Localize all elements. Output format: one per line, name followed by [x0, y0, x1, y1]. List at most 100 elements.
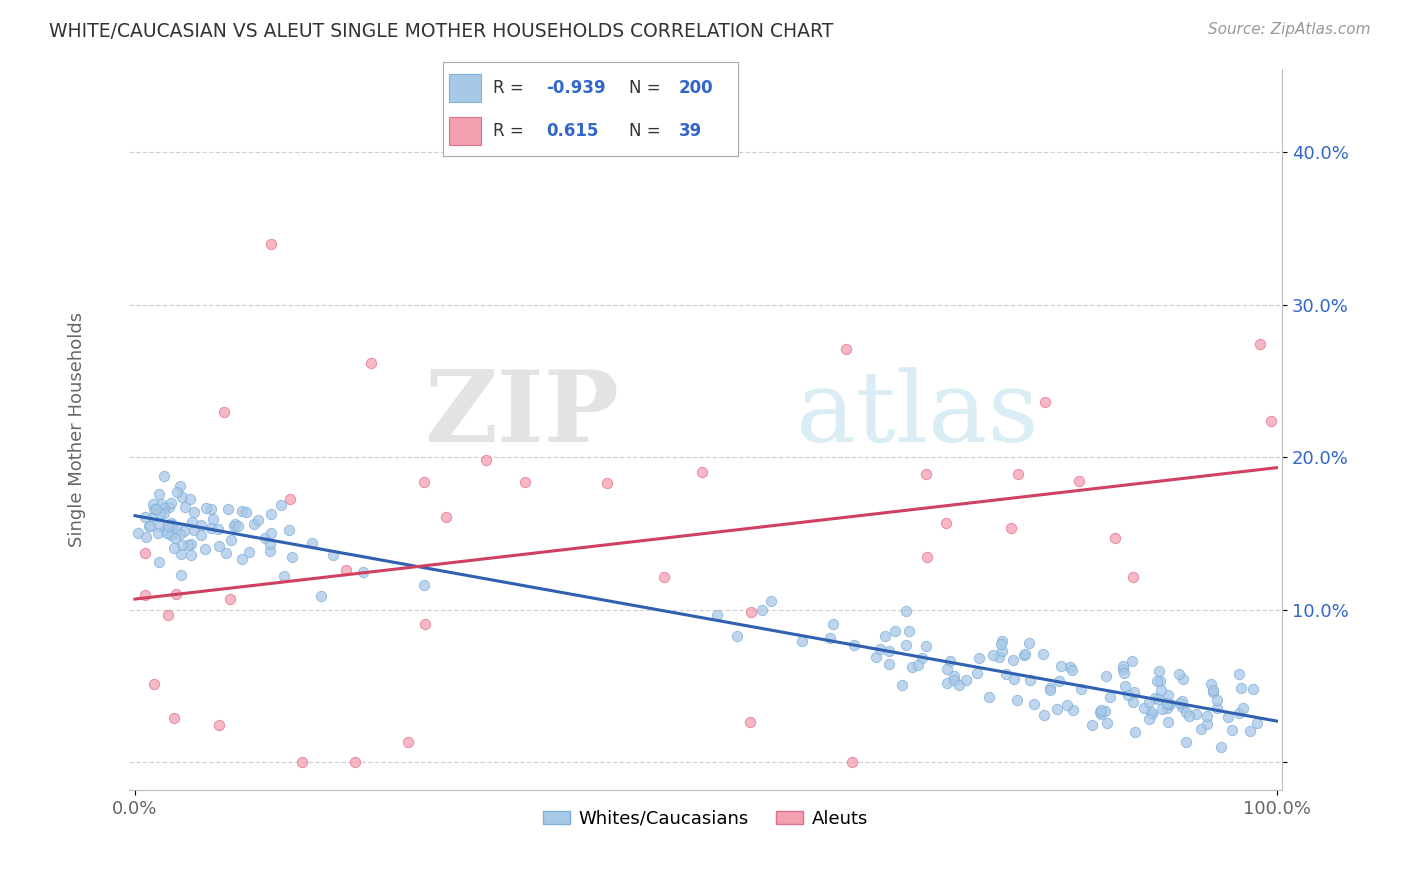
- Point: [991, 644, 1014, 658]
- Point: [153, 523, 176, 537]
- Point: [1220, 723, 1243, 737]
- Point: [153, 506, 176, 520]
- Point: [1227, 667, 1250, 681]
- Point: [955, 673, 977, 687]
- Point: [231, 504, 253, 518]
- Point: [190, 528, 212, 542]
- Point: [309, 589, 332, 603]
- Point: [1171, 693, 1194, 707]
- Point: [170, 490, 193, 504]
- Point: [277, 523, 299, 537]
- Point: [142, 509, 165, 524]
- Point: [157, 500, 180, 515]
- Point: [1150, 682, 1173, 697]
- Point: [215, 546, 238, 560]
- Point: [177, 538, 200, 552]
- Point: [224, 517, 246, 532]
- Point: [935, 516, 957, 531]
- Point: [1173, 672, 1195, 686]
- Point: [1175, 734, 1198, 748]
- Point: [134, 588, 156, 602]
- Point: [894, 638, 917, 652]
- Point: [1241, 682, 1264, 697]
- Point: [1090, 705, 1112, 719]
- Point: [170, 567, 193, 582]
- Point: [415, 617, 437, 632]
- Text: ZIP: ZIP: [425, 367, 619, 463]
- Point: [894, 604, 917, 618]
- Point: [138, 519, 160, 533]
- Point: [1157, 697, 1180, 711]
- Point: [259, 544, 281, 558]
- Point: [148, 525, 170, 540]
- Point: [967, 650, 990, 665]
- Point: [1005, 692, 1028, 706]
- Point: [1184, 706, 1206, 721]
- Point: [246, 513, 269, 527]
- Point: [1189, 723, 1212, 737]
- Point: [181, 515, 204, 529]
- Point: [1123, 725, 1146, 739]
- Point: [260, 237, 283, 252]
- Point: [1260, 413, 1282, 427]
- Point: [943, 669, 966, 683]
- Point: [1159, 697, 1181, 711]
- Text: N =: N =: [628, 78, 666, 96]
- Text: R =: R =: [494, 78, 529, 96]
- Point: [180, 548, 202, 562]
- Point: [1133, 700, 1156, 714]
- Point: [948, 678, 970, 692]
- Point: [281, 550, 304, 565]
- Point: [1202, 685, 1225, 699]
- Point: [149, 518, 172, 533]
- Point: [1199, 676, 1222, 690]
- Point: [170, 547, 193, 561]
- Point: [1060, 664, 1083, 678]
- Point: [740, 605, 762, 619]
- Point: [156, 525, 179, 540]
- Point: [1206, 693, 1229, 707]
- Point: [936, 662, 959, 676]
- Point: [360, 356, 382, 370]
- Point: [212, 405, 235, 419]
- Point: [291, 756, 314, 770]
- Point: [1018, 636, 1040, 650]
- Point: [1206, 701, 1229, 715]
- Point: [1022, 697, 1045, 711]
- Point: [163, 531, 186, 545]
- Point: [1122, 695, 1144, 709]
- Point: [1229, 681, 1251, 695]
- Point: [1202, 683, 1225, 698]
- Point: [1002, 672, 1025, 686]
- Point: [149, 497, 172, 511]
- Point: [141, 497, 163, 511]
- Point: [897, 624, 920, 639]
- Point: [434, 510, 457, 524]
- Point: [1000, 521, 1022, 535]
- Point: [195, 500, 218, 515]
- Point: [884, 624, 907, 638]
- Point: [939, 654, 962, 668]
- Point: [217, 502, 239, 516]
- Point: [260, 508, 283, 522]
- Text: Source: ZipAtlas.com: Source: ZipAtlas.com: [1208, 22, 1371, 37]
- Point: [1122, 570, 1144, 584]
- Point: [981, 648, 1004, 662]
- Point: [991, 633, 1014, 648]
- Point: [301, 536, 323, 550]
- Point: [222, 519, 245, 533]
- Point: [1249, 337, 1271, 351]
- Point: [160, 518, 183, 533]
- Point: [1149, 664, 1171, 678]
- Point: [1246, 716, 1268, 731]
- Point: [1014, 647, 1036, 661]
- Point: [915, 550, 938, 565]
- Point: [243, 516, 266, 531]
- Point: [1019, 673, 1042, 687]
- Point: [1090, 702, 1112, 716]
- Point: [413, 578, 436, 592]
- Point: [157, 519, 180, 533]
- Point: [1081, 717, 1104, 731]
- Point: [1094, 704, 1116, 718]
- Point: [226, 518, 249, 533]
